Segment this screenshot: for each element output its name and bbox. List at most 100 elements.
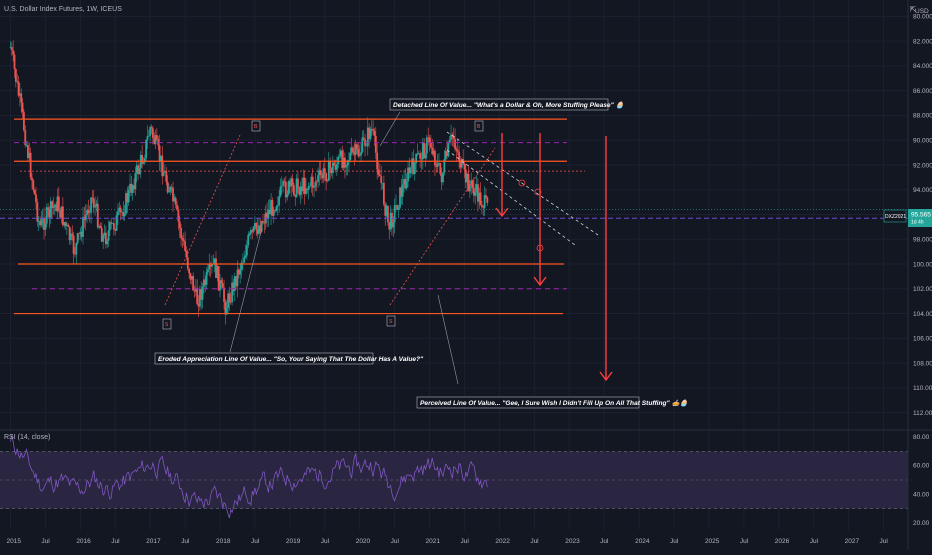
candle-body xyxy=(271,200,274,216)
candle-body xyxy=(384,204,387,216)
candle-body xyxy=(403,178,405,185)
candle-body xyxy=(356,144,358,149)
candle-body xyxy=(193,290,196,292)
annotation-leader xyxy=(379,111,401,147)
candle-body xyxy=(215,258,217,279)
annotation-leader xyxy=(229,227,263,353)
candle-body xyxy=(27,144,29,158)
candle-body xyxy=(75,243,78,255)
time-tick-label: Jul xyxy=(880,538,889,545)
candle-body xyxy=(162,172,165,177)
candle-body xyxy=(411,158,413,168)
candle-body xyxy=(427,137,430,139)
candle-body xyxy=(131,185,134,193)
candle-body xyxy=(65,224,68,227)
annotation-perceived: Perceived Line Of Value... "Gee, I Sure … xyxy=(420,399,689,407)
candle-body xyxy=(405,181,408,189)
candle-body xyxy=(434,150,436,166)
candle-body xyxy=(295,178,298,197)
candle-body xyxy=(353,152,356,155)
candle-body xyxy=(240,262,243,270)
price-tick-label: 84.000 xyxy=(913,63,932,70)
candle-body xyxy=(123,213,126,217)
candle-body xyxy=(96,203,99,228)
candle-body xyxy=(151,128,154,138)
expand-icon[interactable]: ⇱ xyxy=(909,5,917,14)
candle-body xyxy=(45,207,48,224)
candle-body xyxy=(471,180,474,189)
candle-body xyxy=(113,223,115,230)
level-lines xyxy=(0,118,908,315)
candle-body xyxy=(259,225,262,232)
candle-body xyxy=(189,273,192,280)
arrows xyxy=(495,133,613,382)
candle-body xyxy=(291,178,294,186)
candle-body xyxy=(227,293,229,309)
candle-body xyxy=(37,221,40,222)
candle-body xyxy=(315,181,318,183)
candle-body xyxy=(24,130,27,146)
candle-body xyxy=(48,209,51,218)
candle-body xyxy=(330,168,333,173)
price-tick-label: 108.000 xyxy=(913,360,932,367)
candle-body xyxy=(447,142,450,157)
candle-body xyxy=(20,93,23,103)
candle-body xyxy=(239,269,242,275)
candle-body xyxy=(349,152,352,160)
candle-body xyxy=(232,282,235,291)
candle-body xyxy=(108,222,111,231)
candle-body xyxy=(274,210,276,211)
candle-body xyxy=(224,301,227,315)
trend-line xyxy=(164,134,241,306)
candle-body xyxy=(400,187,403,197)
candle-body xyxy=(110,222,113,224)
down-arrow-head xyxy=(495,207,509,218)
candle-body xyxy=(127,189,130,203)
candle-body xyxy=(368,127,371,139)
candle-body xyxy=(486,197,489,203)
candle-body xyxy=(99,226,102,229)
candle-body xyxy=(313,186,315,188)
candle-body xyxy=(435,165,438,167)
candle-body xyxy=(255,222,258,230)
candle-body xyxy=(344,157,346,168)
candle-body xyxy=(270,200,272,215)
candle-body xyxy=(55,204,58,212)
candle-body xyxy=(280,185,283,187)
candle-body xyxy=(266,212,268,219)
candle-body xyxy=(208,264,211,270)
candle-body xyxy=(233,276,236,291)
trend-line xyxy=(446,149,576,246)
time-tick-label: Jul xyxy=(530,538,539,545)
time-tick-label: 2016 xyxy=(76,538,91,545)
candle-body xyxy=(423,143,426,159)
chart-title: U.S. Dollar Index Futures, 1W, ICEUS xyxy=(4,6,122,13)
candle-body xyxy=(419,153,422,159)
rsi-tick-label: 40.00 xyxy=(913,491,930,498)
candle-body xyxy=(399,187,401,208)
candle-body xyxy=(393,205,396,223)
candle-body xyxy=(57,196,60,211)
candle-body xyxy=(443,159,446,173)
candle-body xyxy=(138,167,141,175)
candle-body xyxy=(72,235,75,254)
candle-body xyxy=(74,253,76,255)
candle-body xyxy=(389,212,392,230)
candle-body xyxy=(130,183,133,193)
candle-body xyxy=(40,219,43,226)
candle-body xyxy=(35,194,37,203)
candle-body xyxy=(294,195,297,197)
candle-body xyxy=(196,287,199,305)
symbol-tag: DXZ2021 xyxy=(885,214,906,220)
candle-body xyxy=(392,222,395,228)
candle-body xyxy=(118,207,121,212)
candle-body xyxy=(51,201,54,208)
candle-body xyxy=(190,275,193,280)
candle-body xyxy=(181,237,184,240)
candle-body xyxy=(318,170,321,176)
candle-body xyxy=(380,176,383,183)
candle-body xyxy=(350,147,353,153)
